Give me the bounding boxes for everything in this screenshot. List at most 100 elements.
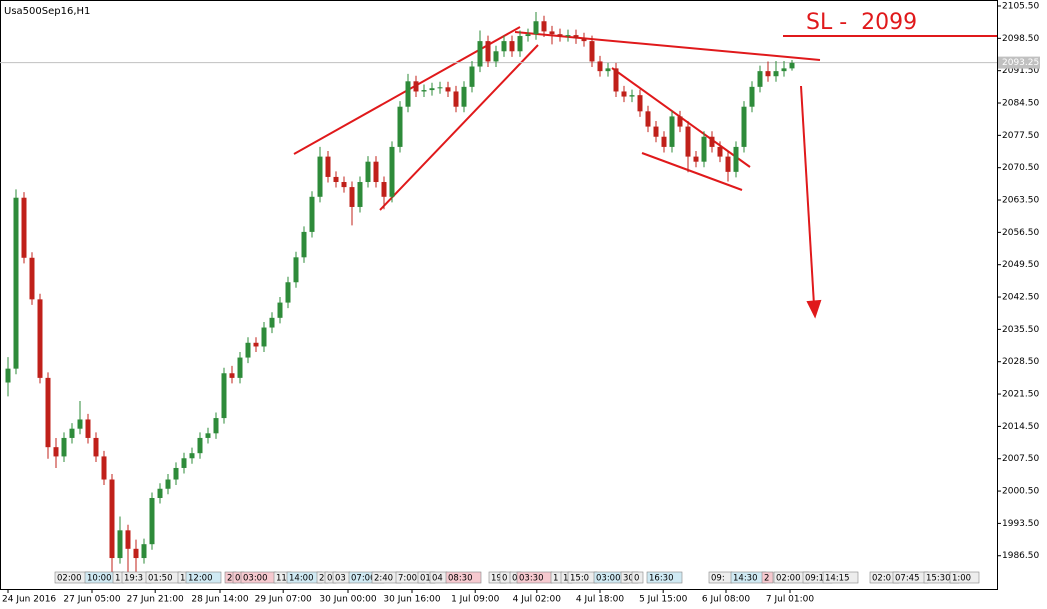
candle-body — [293, 257, 299, 283]
candle-body — [413, 81, 419, 92]
y-tick-label: 2105.50 — [1002, 2, 1039, 12]
candle-body — [501, 41, 507, 52]
candle-body — [461, 86, 467, 107]
candle-body — [253, 342, 259, 347]
candle-body — [429, 88, 435, 91]
candle-body — [197, 437, 203, 454]
candle-body — [141, 544, 147, 559]
candle-body — [653, 126, 659, 137]
candle-body — [29, 257, 35, 300]
event-label: 2 — [227, 574, 232, 584]
candle-body — [309, 196, 315, 232]
candle-body — [541, 21, 547, 32]
event-label: 02:00 — [776, 574, 801, 584]
candle-body — [453, 91, 459, 107]
candle-body — [397, 106, 403, 147]
event-box — [949, 571, 980, 584]
x-tick-label: 27 Jun 05:00 — [63, 595, 120, 605]
trend-line — [514, 31, 821, 61]
candle-body — [773, 71, 779, 77]
event-label: 09: — [711, 574, 725, 584]
x-tick-label: 1 Jul 09:00 — [451, 595, 500, 605]
candle-body — [173, 467, 179, 480]
candle-body — [573, 35, 579, 39]
event-label: 1:00 — [952, 574, 971, 584]
event-label: 02:00 — [57, 574, 82, 584]
current-price-box — [998, 56, 1040, 69]
trend-line — [641, 152, 743, 191]
candle-body — [357, 182, 363, 207]
x-tick-label: 4 Jul 02:00 — [513, 595, 562, 605]
arrow-head — [806, 299, 822, 319]
candle-body — [245, 342, 251, 358]
candle-body — [13, 197, 19, 369]
y-tick-label: 1986.50 — [1002, 551, 1039, 561]
candle-body — [765, 71, 771, 77]
candle-body — [285, 282, 291, 303]
candle-body — [165, 479, 171, 489]
event-label: 08:30 — [448, 574, 473, 584]
candle-body — [109, 479, 115, 559]
candle-body — [53, 447, 59, 457]
event-label: 15:0 — [570, 574, 589, 584]
y-tick-label: 2084.50 — [1002, 99, 1039, 109]
candle-body — [421, 90, 427, 92]
y-tick-label: 2063.50 — [1002, 196, 1039, 206]
candle-body — [717, 146, 723, 157]
y-tick-label: 2056.50 — [1002, 228, 1039, 238]
event-label: 0 — [235, 574, 240, 584]
x-tick-label: 4 Jul 18:00 — [576, 595, 625, 605]
candle-body — [581, 38, 587, 42]
candle-body — [661, 136, 667, 147]
candle-body — [325, 156, 331, 177]
event-label: 2 — [319, 574, 324, 584]
x-tick-label: 30 Jun 00:00 — [319, 595, 376, 605]
event-label: 11 — [276, 574, 287, 584]
x-tick-label: 5 Jul 15:00 — [639, 595, 688, 605]
y-tick-label: 2077.50 — [1002, 131, 1039, 141]
event-label: 15:30 — [926, 574, 951, 584]
event-box — [822, 571, 859, 584]
x-tick-label: 6 Jul 08:00 — [702, 595, 751, 605]
y-tick-label: 2035.50 — [1002, 325, 1039, 335]
event-box — [761, 571, 774, 584]
event-label: 0 — [502, 574, 507, 584]
candle-body — [237, 357, 243, 378]
candle-body — [477, 41, 483, 67]
candle-body — [205, 433, 211, 438]
event-label: 1 — [553, 574, 558, 584]
candle-body — [685, 126, 691, 157]
event-label: 1 — [180, 574, 185, 584]
event-label: 0 — [512, 574, 517, 584]
x-tick-label: 7 Jul 01:00 — [766, 595, 815, 605]
candle-body — [381, 182, 387, 197]
candle-body — [277, 302, 283, 318]
candle-body — [389, 146, 395, 197]
candle-body — [301, 231, 307, 258]
event-label: 7:00 — [398, 574, 417, 584]
candle-body — [101, 456, 107, 480]
candle-body — [93, 437, 99, 457]
event-box — [646, 571, 683, 584]
candle-body — [21, 197, 27, 258]
candle-body — [333, 176, 339, 183]
event-box — [445, 571, 482, 584]
event-label: 03:00 — [243, 574, 268, 584]
candle-body — [781, 68, 787, 72]
candle-body — [469, 66, 475, 87]
candle-body — [629, 95, 635, 97]
event-label: 2 — [764, 574, 769, 584]
candle-body — [549, 31, 555, 35]
candle-body — [557, 34, 563, 37]
candle-body — [437, 87, 443, 89]
candle-body — [157, 488, 163, 498]
stop-loss-label: SL - 2099 — [806, 10, 917, 35]
event-label: 03 — [335, 574, 346, 584]
y-tick-label: 2070.50 — [1002, 163, 1039, 173]
plot-frame — [0, 0, 998, 590]
candle-body — [341, 182, 347, 188]
event-label: 07:45 — [895, 574, 920, 584]
candle-body — [565, 35, 571, 37]
candle-body — [605, 68, 611, 72]
